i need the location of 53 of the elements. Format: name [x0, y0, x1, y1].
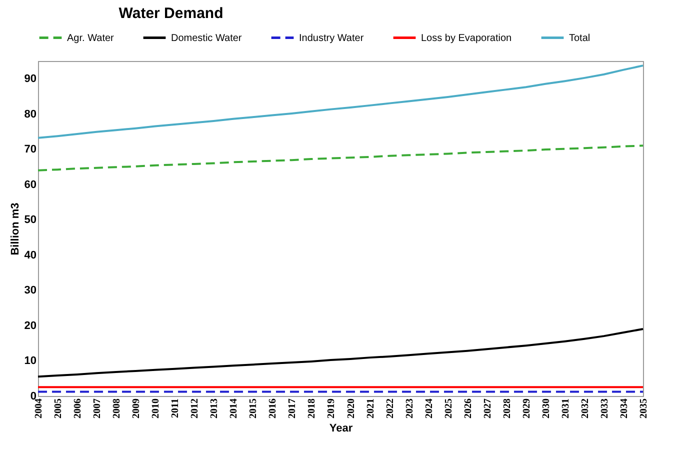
x-axis-title: Year: [329, 422, 354, 434]
y-tick-label: 90: [24, 73, 36, 86]
x-tick-label: 2024: [424, 398, 435, 418]
y-tick-label: 60: [24, 178, 36, 191]
x-tick-label: 2018: [306, 398, 318, 418]
x-tick-label: 2032: [580, 398, 591, 418]
chart-title: Water Demand: [118, 5, 224, 22]
x-tick-label: 2006: [72, 398, 84, 418]
line-series: [37, 64, 644, 139]
y-tick-label: 40: [24, 249, 36, 262]
x-tick-label: 2031: [560, 398, 572, 418]
legend-label: Loss by Evaporation: [421, 32, 512, 44]
x-tick-label: 2012: [190, 398, 201, 418]
x-tick-label: 2034: [618, 398, 630, 418]
y-axis-title: Billion m3: [9, 202, 22, 256]
y-tick-label: 10: [24, 355, 36, 368]
x-tick-label: 2021: [365, 398, 376, 418]
y-tick-label: 70: [24, 144, 36, 156]
x-tick-label: 2008: [112, 398, 123, 418]
x-tick-label: 2033: [599, 398, 610, 418]
x-tick-label: 2028: [502, 398, 513, 418]
x-tick-label: 2023: [404, 398, 416, 418]
x-tick-label: 2027: [482, 398, 494, 418]
x-tick-label: 2016: [268, 398, 279, 418]
legend-label: Industry Water: [299, 32, 364, 44]
legend-label: Agr. Water: [67, 32, 115, 44]
x-tick-label: 2029: [521, 398, 532, 418]
line-series: [37, 144, 644, 172]
x-tick-label: 2030: [540, 398, 552, 418]
x-tick-label: 2025: [443, 398, 454, 418]
x-tick-label: 2011: [170, 398, 182, 418]
y-tick-label: 30: [24, 284, 36, 297]
x-tick-label: 2014: [228, 398, 240, 418]
x-tick-label: 2035: [638, 398, 650, 418]
x-tick-label: 2007: [92, 398, 104, 418]
x-tick-label: 2009: [131, 398, 142, 418]
x-tick-label: 2013: [209, 398, 220, 418]
x-tick-label: 2026: [462, 398, 474, 418]
y-tick-label: 80: [24, 108, 36, 120]
x-tick-label: 2004: [34, 398, 44, 418]
x-tick-label: 2019: [326, 398, 338, 418]
x-tick-label: 2010: [150, 398, 162, 418]
y-tick-label: 0: [30, 390, 36, 402]
x-tick-label: 2005: [53, 398, 64, 418]
line-series: [37, 328, 644, 378]
x-tick-label: 2015: [248, 398, 260, 418]
legend-label: Domestic Water: [171, 32, 242, 44]
x-tick-label: 2017: [287, 398, 298, 418]
legend-label: Total: [569, 32, 590, 44]
x-tick-label: 2020: [346, 398, 357, 418]
x-tick-label: 2022: [384, 398, 396, 418]
y-tick-label: 50: [24, 214, 36, 226]
y-tick-label: 20: [24, 320, 36, 332]
